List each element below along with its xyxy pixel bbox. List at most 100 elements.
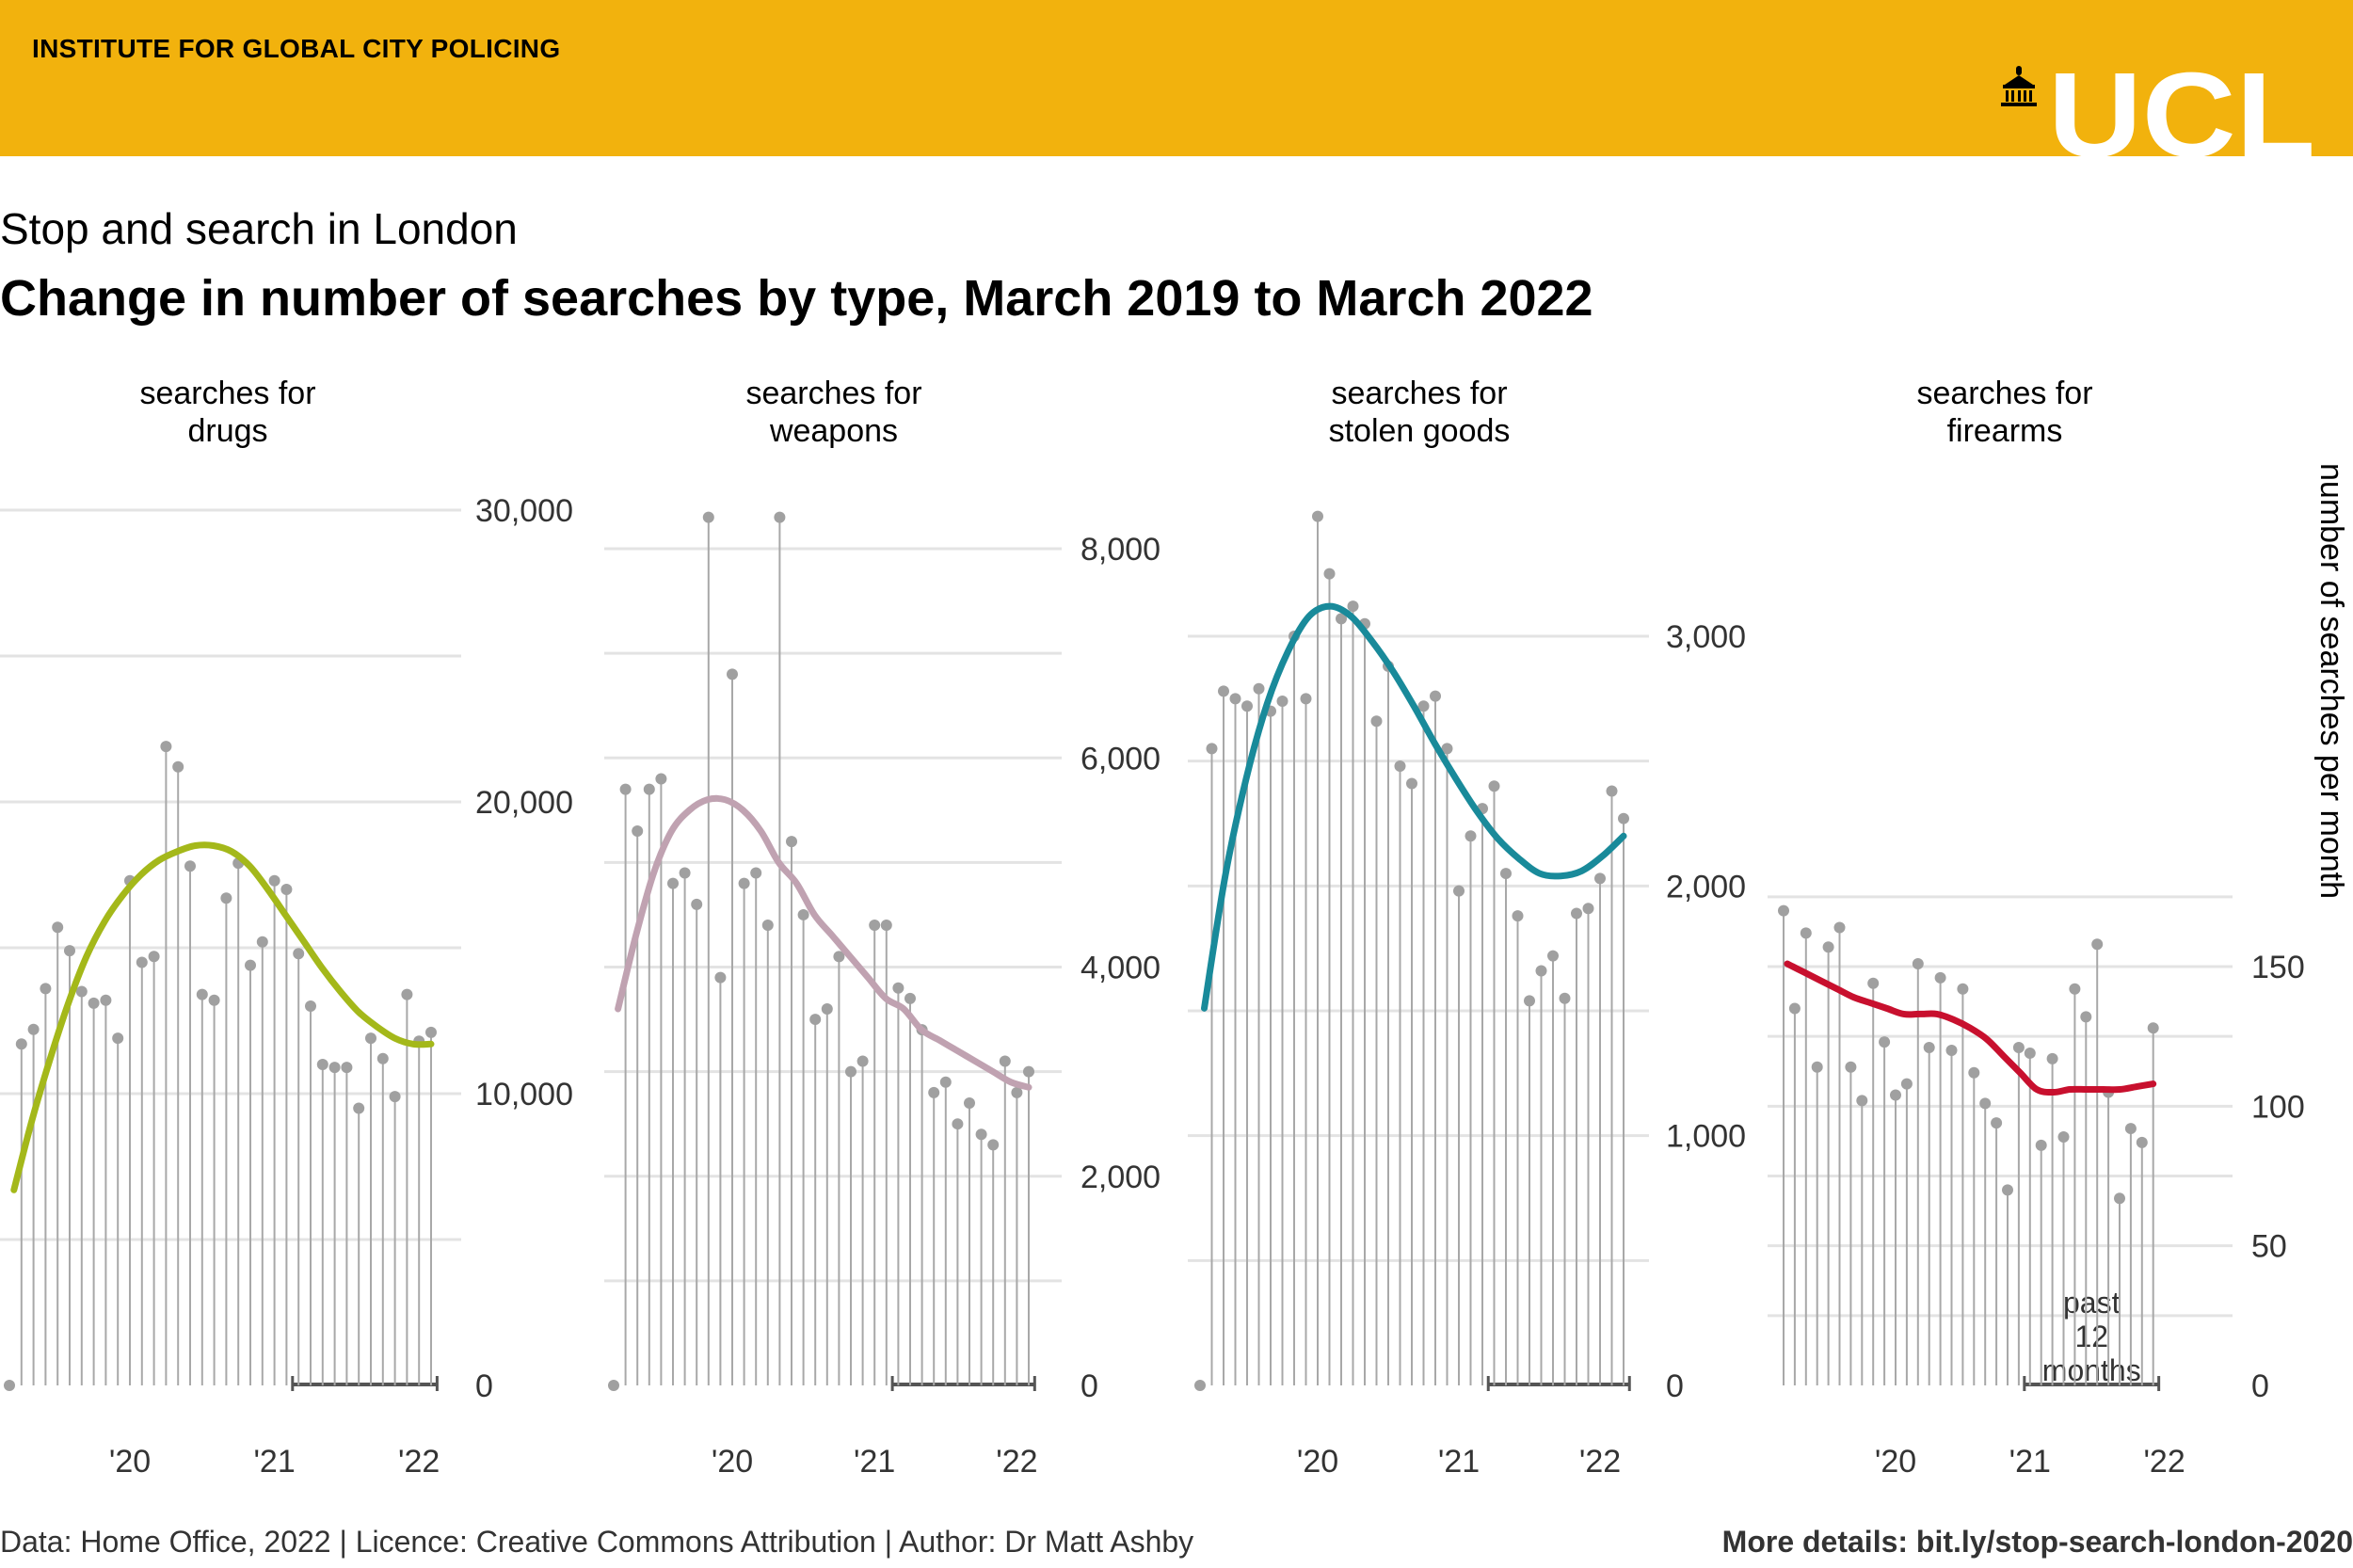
data-point [869, 920, 881, 932]
data-point [738, 877, 750, 889]
data-point [1406, 777, 1417, 790]
data-point [1923, 1042, 1935, 1054]
data-point [328, 1062, 341, 1074]
data-point [184, 860, 196, 872]
data-point [1867, 977, 1880, 989]
data-point [679, 867, 691, 879]
y-axis-label: number of searches per month [2313, 463, 2349, 899]
data-point [1323, 568, 1336, 580]
data-point [1241, 700, 1253, 712]
data-point [2069, 983, 2081, 995]
header-banner [0, 0, 2353, 156]
data-point [632, 825, 644, 838]
x-tick-label: '20 [1297, 1444, 1338, 1480]
data-point [2080, 1011, 2092, 1023]
data-point [845, 1065, 856, 1078]
data-point [1945, 1045, 1958, 1056]
data-point [305, 1000, 316, 1012]
data-point [809, 1014, 822, 1026]
y-tick-label: 0 [2251, 1368, 2269, 1404]
annotation-label: 12 [2074, 1320, 2108, 1353]
data-point [2091, 938, 2104, 951]
data-point [64, 945, 75, 957]
data-point [1194, 1380, 1206, 1391]
y-tick-label: 4,000 [1080, 951, 1160, 986]
panel-title-line: drugs [187, 413, 268, 449]
data-point [750, 867, 762, 879]
portico-icon [2001, 66, 2037, 106]
data-point [1430, 690, 1441, 702]
data-point [220, 892, 232, 904]
data-point [40, 983, 52, 995]
data-point [1618, 812, 1629, 824]
data-point [401, 988, 413, 1000]
x-tick-label: '20 [712, 1444, 753, 1480]
data-point [280, 884, 293, 895]
x-tick-label: '22 [996, 1444, 1037, 1480]
data-point [353, 1102, 365, 1114]
panel-title-line: searches for [139, 376, 316, 411]
data-point [1453, 885, 1465, 897]
data-point [1535, 965, 1547, 977]
data-point [1800, 927, 1812, 939]
data-point [112, 1032, 124, 1045]
trend-line [10, 841, 435, 1193]
panel-title-firearms: searches for firearms [1807, 375, 2202, 450]
data-point [1370, 715, 1383, 728]
data-point [1582, 903, 1594, 915]
footer-credits: Data: Home Office, 2022 | Licence: Creat… [0, 1525, 1194, 1559]
data-point [15, 1038, 27, 1050]
data-point [1788, 1002, 1801, 1015]
y-tick-label: 3,000 [1666, 619, 1746, 655]
data-point [1856, 1095, 1868, 1107]
panel-title-weapons: searches for weapons [636, 375, 1032, 450]
data-point [172, 760, 184, 773]
data-point [136, 956, 148, 968]
data-point [425, 1026, 437, 1038]
panel-title-stolen-goods: searches for stolen goods [1222, 375, 1617, 450]
x-tick-label: '22 [398, 1444, 440, 1480]
y-tick-label: 1,000 [1666, 1119, 1746, 1155]
data-point [2147, 1022, 2159, 1034]
data-point [1336, 613, 1347, 625]
data-point [619, 783, 632, 795]
y-tick-label: 0 [475, 1368, 493, 1404]
panel-title-drugs: searches for drugs [30, 375, 425, 450]
y-tick-label: 2,000 [1080, 1160, 1160, 1195]
data-point [100, 994, 112, 1006]
data-point [1512, 910, 1524, 922]
data-point [821, 1002, 833, 1015]
data-point [1934, 971, 1946, 984]
data-point [1912, 958, 1924, 970]
data-point [1979, 1097, 1992, 1110]
data-point [1300, 693, 1312, 705]
y-tick-label: 30,000 [475, 493, 573, 529]
x-tick-label: '21 [2009, 1444, 2051, 1480]
panel-title-line: searches for [1916, 376, 2093, 411]
y-tick-label: 2,000 [1666, 869, 1746, 904]
data-point [786, 836, 797, 848]
institute-name: INSTITUTE FOR GLOBAL CITY POLICING [32, 34, 561, 63]
data-point [714, 971, 727, 984]
trend-line [1201, 602, 1627, 1012]
data-point [999, 1055, 1011, 1067]
data-point [643, 783, 655, 795]
data-point [160, 741, 172, 753]
data-point [365, 1032, 376, 1045]
data-point [1811, 1061, 1823, 1073]
data-point [1500, 868, 1512, 880]
chart-subtitle: Stop and search in London [0, 204, 518, 253]
data-point [1778, 904, 1789, 917]
x-tick-label: '21 [1438, 1444, 1480, 1480]
data-point [268, 874, 280, 887]
data-point [1606, 785, 1618, 797]
data-point [1253, 682, 1265, 695]
data-point [27, 1023, 40, 1035]
data-point [975, 1128, 987, 1141]
data-point [1465, 830, 1477, 842]
data-point [856, 1055, 869, 1067]
data-point [341, 1062, 353, 1074]
data-point [4, 1380, 15, 1391]
data-point [833, 951, 845, 963]
data-point [1524, 995, 1535, 1007]
